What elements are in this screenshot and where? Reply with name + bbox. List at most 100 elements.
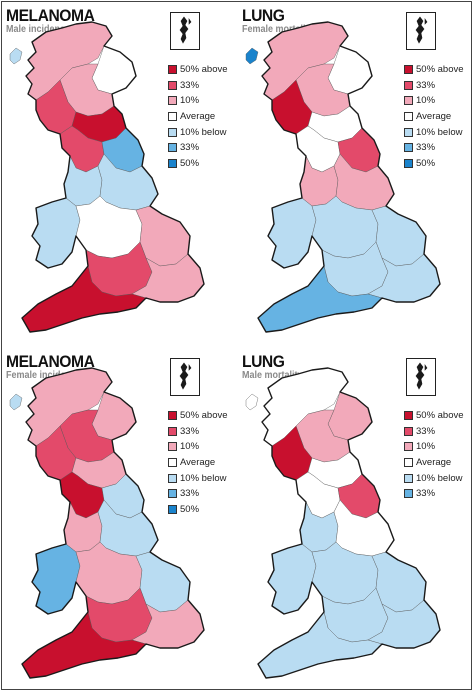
- panel-subtitle: Female mortality: [242, 24, 314, 35]
- legend-item: 10% below: [404, 124, 464, 140]
- legend-label: 10% below: [180, 126, 227, 138]
- legend-swatch: [404, 127, 413, 137]
- legend-swatch: [168, 411, 177, 421]
- legend-item: 50% above: [168, 408, 228, 424]
- legend-swatch: [404, 426, 413, 436]
- legend-label: 10% below: [416, 472, 463, 484]
- legend-swatch: [404, 80, 413, 90]
- legend-item: 33%: [404, 140, 464, 156]
- legend-item: 10%: [168, 93, 228, 109]
- legend-swatch: [404, 65, 413, 75]
- legend-label: Average: [416, 457, 452, 469]
- legend-item: 33%: [168, 78, 228, 94]
- legend-swatch: [404, 458, 413, 468]
- legend-item: 33%: [404, 424, 464, 440]
- legend-item: 33%: [404, 78, 464, 94]
- region-islands: [9, 393, 23, 411]
- panel-title: LUNG: [242, 6, 285, 25]
- uk-map: [9, 21, 205, 333]
- uk-map: [9, 367, 205, 679]
- legend-label: 50% above: [416, 410, 464, 422]
- coastline: [21, 21, 205, 333]
- panel-lung-female: LUNG Female mortality 50% above 33% 10% Ave…: [238, 2, 470, 342]
- region-wales: [31, 543, 81, 615]
- legend-item: 50%: [168, 502, 228, 518]
- legend-label: 50%: [180, 503, 200, 515]
- uk-map: [245, 367, 441, 679]
- legend-swatch: [404, 112, 413, 122]
- legend-item: 10%: [404, 439, 464, 455]
- panel-melanoma-male: MELANOMA Male incidence 50% above 33% 10% A…: [2, 2, 234, 342]
- legend-swatch: [168, 158, 177, 168]
- legend-swatch: [168, 504, 177, 514]
- legend-item: 33%: [168, 424, 228, 440]
- legend: 50% above 33% 10% Average 10% below 33%: [404, 408, 464, 502]
- region-islands: [245, 47, 259, 65]
- legend-label: 50%: [416, 157, 436, 169]
- panel-melanoma-female: MELANOMA Female incidence 50% above 33% 10…: [2, 348, 234, 688]
- panel-subtitle: Female incidence: [6, 370, 82, 381]
- legend-swatch: [168, 127, 177, 137]
- legend-label: 50%: [180, 157, 200, 169]
- legend-item: 50%: [168, 156, 228, 172]
- legend-item: Average: [168, 109, 228, 125]
- legend-item: 10%: [168, 439, 228, 455]
- legend-swatch: [168, 473, 177, 483]
- panel-title: MELANOMA: [6, 352, 95, 371]
- legend-swatch: [168, 489, 177, 499]
- legend-swatch: [168, 65, 177, 75]
- legend-item: Average: [404, 109, 464, 125]
- region-islands: [9, 47, 23, 65]
- coastline: [21, 367, 205, 679]
- legend-item: 10%: [404, 93, 464, 109]
- legend-item: 50% above: [404, 408, 464, 424]
- legend-item: 33%: [168, 486, 228, 502]
- shetland-inset: [406, 358, 436, 396]
- legend-item: 50% above: [168, 62, 228, 78]
- panel-title: LUNG: [242, 352, 285, 371]
- legend-swatch: [168, 458, 177, 468]
- legend-item: 50%: [404, 156, 464, 172]
- region-wales: [31, 197, 81, 269]
- legend-label: 10%: [416, 441, 436, 453]
- legend-swatch: [404, 489, 413, 499]
- legend: 50% above 33% 10% Average 10% below 33% 50%: [168, 408, 228, 517]
- legend-swatch: [404, 442, 413, 452]
- legend-swatch: [404, 143, 413, 153]
- uk-map: [245, 21, 441, 333]
- legend-label: 50% above: [180, 64, 228, 76]
- legend-item: Average: [404, 455, 464, 471]
- legend-swatch: [168, 80, 177, 90]
- panel-subtitle: Male mortality: [242, 370, 303, 381]
- legend-label: 33%: [180, 79, 200, 91]
- coastline: [257, 367, 441, 679]
- legend-label: 50% above: [416, 64, 464, 76]
- legend-swatch: [404, 411, 413, 421]
- legend-label: 33%: [416, 142, 436, 154]
- legend-swatch: [404, 158, 413, 168]
- legend-label: 10%: [180, 441, 200, 453]
- legend-item: 33%: [404, 486, 464, 502]
- legend-item: Average: [168, 455, 228, 471]
- region-wales: [267, 197, 317, 269]
- shetland-inset: [406, 12, 436, 50]
- legend-item: 10% below: [168, 470, 228, 486]
- legend-label: Average: [180, 457, 216, 469]
- legend-label: 33%: [180, 488, 200, 500]
- region-islands: [245, 393, 259, 411]
- legend-label: 33%: [180, 425, 200, 437]
- panel-title: MELANOMA: [6, 6, 95, 25]
- legend-item: 33%: [168, 140, 228, 156]
- panel-subtitle: Male incidence: [6, 24, 71, 35]
- legend-label: 50% above: [180, 410, 228, 422]
- shetland-inset: [170, 12, 200, 50]
- region-wales: [267, 543, 317, 615]
- legend-label: 33%: [416, 79, 436, 91]
- legend-label: 10%: [180, 95, 200, 107]
- legend-label: 10%: [416, 95, 436, 107]
- legend-label: 10% below: [180, 472, 227, 484]
- legend-swatch: [168, 112, 177, 122]
- legend-item: 10% below: [168, 124, 228, 140]
- legend-label: 33%: [416, 488, 436, 500]
- legend-item: 10% below: [404, 470, 464, 486]
